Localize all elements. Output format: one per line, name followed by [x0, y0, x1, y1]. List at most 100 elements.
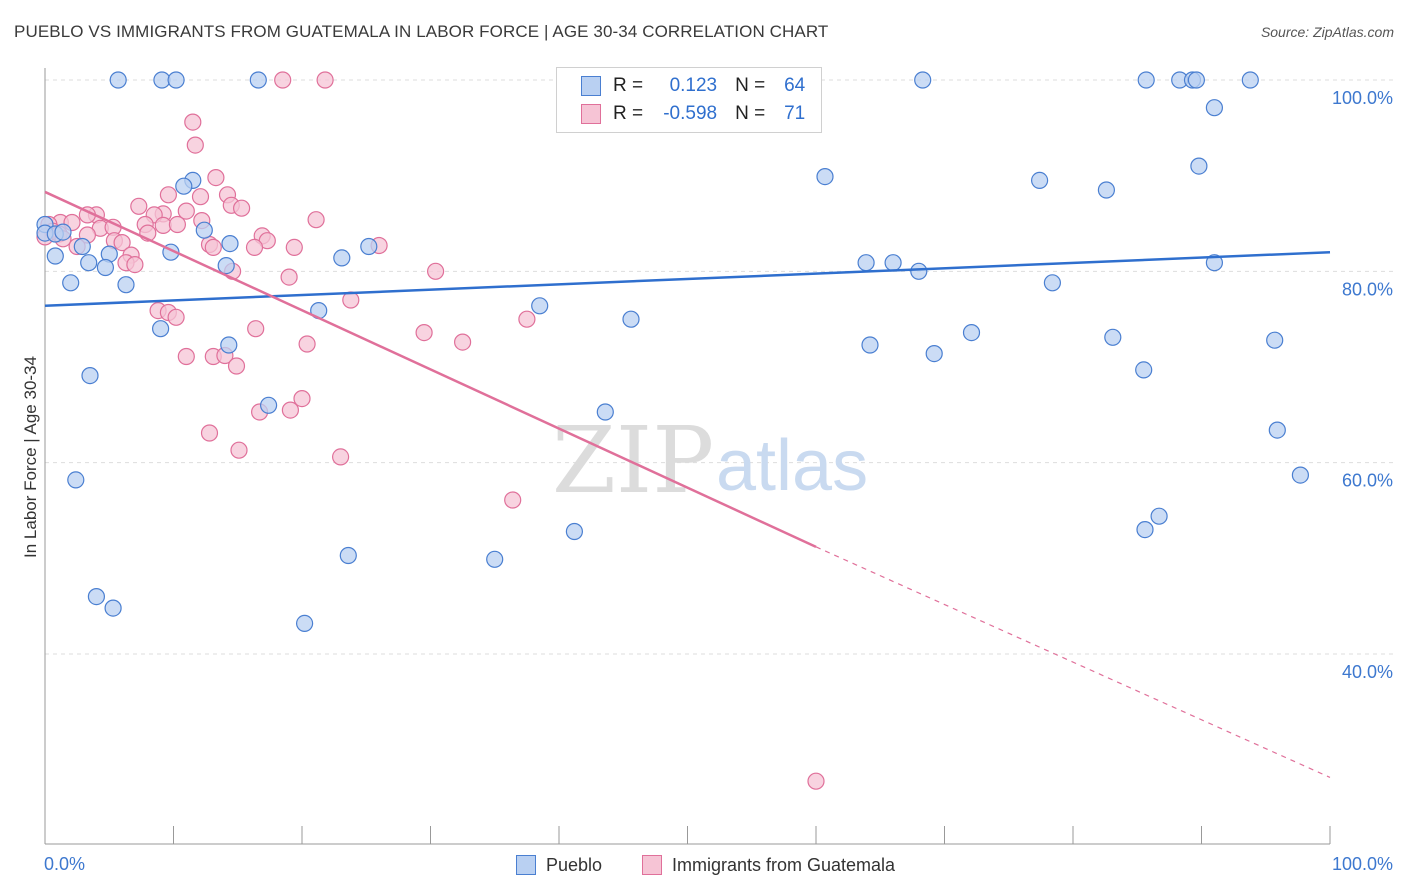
- bottom-legend-label-guatemala: Immigrants from Guatemala: [672, 854, 896, 875]
- legend-n-value-guatemala: 71: [784, 103, 806, 124]
- data-point: [46, 247, 64, 265]
- data-point: [816, 168, 834, 186]
- watermark: ZIP atlas: [552, 407, 868, 514]
- data-point: [80, 254, 98, 272]
- data-point: [67, 471, 85, 489]
- data-point: [152, 320, 170, 338]
- legend-n-label: N =: [735, 75, 766, 96]
- data-point: [1136, 520, 1154, 539]
- data-point: [1137, 71, 1155, 89]
- data-point: [260, 396, 278, 414]
- data-point: [486, 550, 504, 568]
- legend-r-label: R =: [613, 75, 644, 96]
- data-point: [153, 71, 171, 89]
- bottom-legend-guatemala: Immigrants from Guatemala: [642, 852, 895, 878]
- data-point: [504, 491, 522, 509]
- data-point: [217, 257, 235, 275]
- data-point: [1135, 361, 1153, 379]
- data-point: [298, 335, 316, 353]
- data-point: [96, 258, 115, 277]
- x-tick-label-0: 0.0%: [44, 854, 85, 874]
- data-point: [1190, 157, 1208, 175]
- data-point: [245, 238, 264, 256]
- bottom-legend-label-pueblo: Pueblo: [546, 854, 603, 875]
- source-label: Source: ZipAtlas.com: [1260, 24, 1394, 40]
- data-point: [596, 403, 614, 421]
- data-point: [191, 188, 210, 206]
- data-point: [113, 234, 131, 252]
- data-point: [1104, 328, 1122, 346]
- data-point: [168, 215, 186, 234]
- data-point: [333, 249, 351, 267]
- trend-line-guatemala: [44, 190, 817, 548]
- data-point: [1291, 466, 1310, 484]
- data-point: [247, 320, 265, 338]
- data-point: [427, 262, 445, 280]
- bottom-legend-pueblo: Pueblo: [516, 852, 602, 878]
- correlation-legend: R = 0.123 N = 64 R = -0.598 N = 71: [556, 67, 822, 133]
- data-point: [415, 324, 433, 342]
- data-point: [175, 177, 193, 195]
- watermark-zip: ZIP: [552, 407, 714, 514]
- data-point: [518, 310, 536, 328]
- data-point: [184, 113, 202, 131]
- data-point: [154, 216, 172, 234]
- data-point: [1241, 71, 1259, 89]
- data-point: [861, 336, 879, 354]
- data-point: [1205, 254, 1224, 272]
- data-point: [230, 441, 248, 459]
- legend-row-pueblo: R = 0.123 N = 64: [581, 73, 805, 99]
- data-point: [104, 599, 122, 617]
- data-point: [925, 345, 943, 363]
- data-point: [177, 202, 195, 220]
- data-point: [249, 71, 267, 89]
- data-point: [285, 238, 303, 256]
- data-point: [177, 347, 195, 366]
- y-tick-label-3: 40.0%: [1342, 662, 1393, 682]
- y-tick-label-0: 100.0%: [1332, 88, 1393, 108]
- data-point: [565, 522, 584, 541]
- data-point: [207, 169, 225, 187]
- data-point: [1150, 507, 1168, 525]
- data-point: [159, 186, 177, 204]
- data-point: [910, 262, 928, 280]
- data-point: [167, 71, 185, 89]
- legend-row-guatemala: R = -0.598 N = 71: [581, 101, 805, 127]
- data-point: [130, 197, 148, 215]
- trend-line-pueblo: [44, 250, 1331, 308]
- data-point: [454, 333, 472, 351]
- legend-r-label: R =: [613, 103, 644, 124]
- data-point: [962, 324, 981, 342]
- legend-r-value-pueblo: 0.123: [669, 75, 718, 96]
- trend-line-guatemala-extension: [815, 546, 1331, 778]
- data-point: [204, 238, 222, 256]
- data-point: [1205, 99, 1224, 117]
- data-point: [307, 211, 325, 229]
- series-guatemala: [36, 71, 825, 790]
- y-tick-labels: 100.0% 80.0% 60.0% 40.0%: [1332, 88, 1393, 682]
- data-point: [884, 254, 902, 272]
- data-point: [1187, 71, 1206, 89]
- data-point: [531, 297, 549, 315]
- bottom-legend-swatch-pueblo: [516, 855, 536, 875]
- x-tick-labels: 0.0% 100.0%: [44, 854, 1393, 874]
- data-point: [220, 336, 238, 354]
- data-point: [332, 448, 350, 466]
- data-point: [73, 237, 91, 256]
- data-point: [109, 71, 127, 89]
- data-point: [293, 390, 311, 408]
- data-point: [807, 772, 825, 790]
- x-tick-label-1: 100.0%: [1332, 854, 1393, 874]
- data-point: [167, 308, 185, 326]
- data-point: [81, 367, 99, 385]
- data-point: [87, 587, 106, 606]
- y-tick-label-2: 60.0%: [1342, 471, 1393, 491]
- legend-n-value-pueblo: 64: [784, 75, 806, 96]
- y-tick-label-1: 80.0%: [1342, 279, 1393, 299]
- y-axis-label: In Labor Force | Age 30-34: [21, 356, 40, 558]
- data-point: [1030, 171, 1049, 189]
- legend-n-label: N =: [735, 103, 766, 124]
- data-point: [339, 546, 357, 565]
- data-point: [280, 268, 298, 286]
